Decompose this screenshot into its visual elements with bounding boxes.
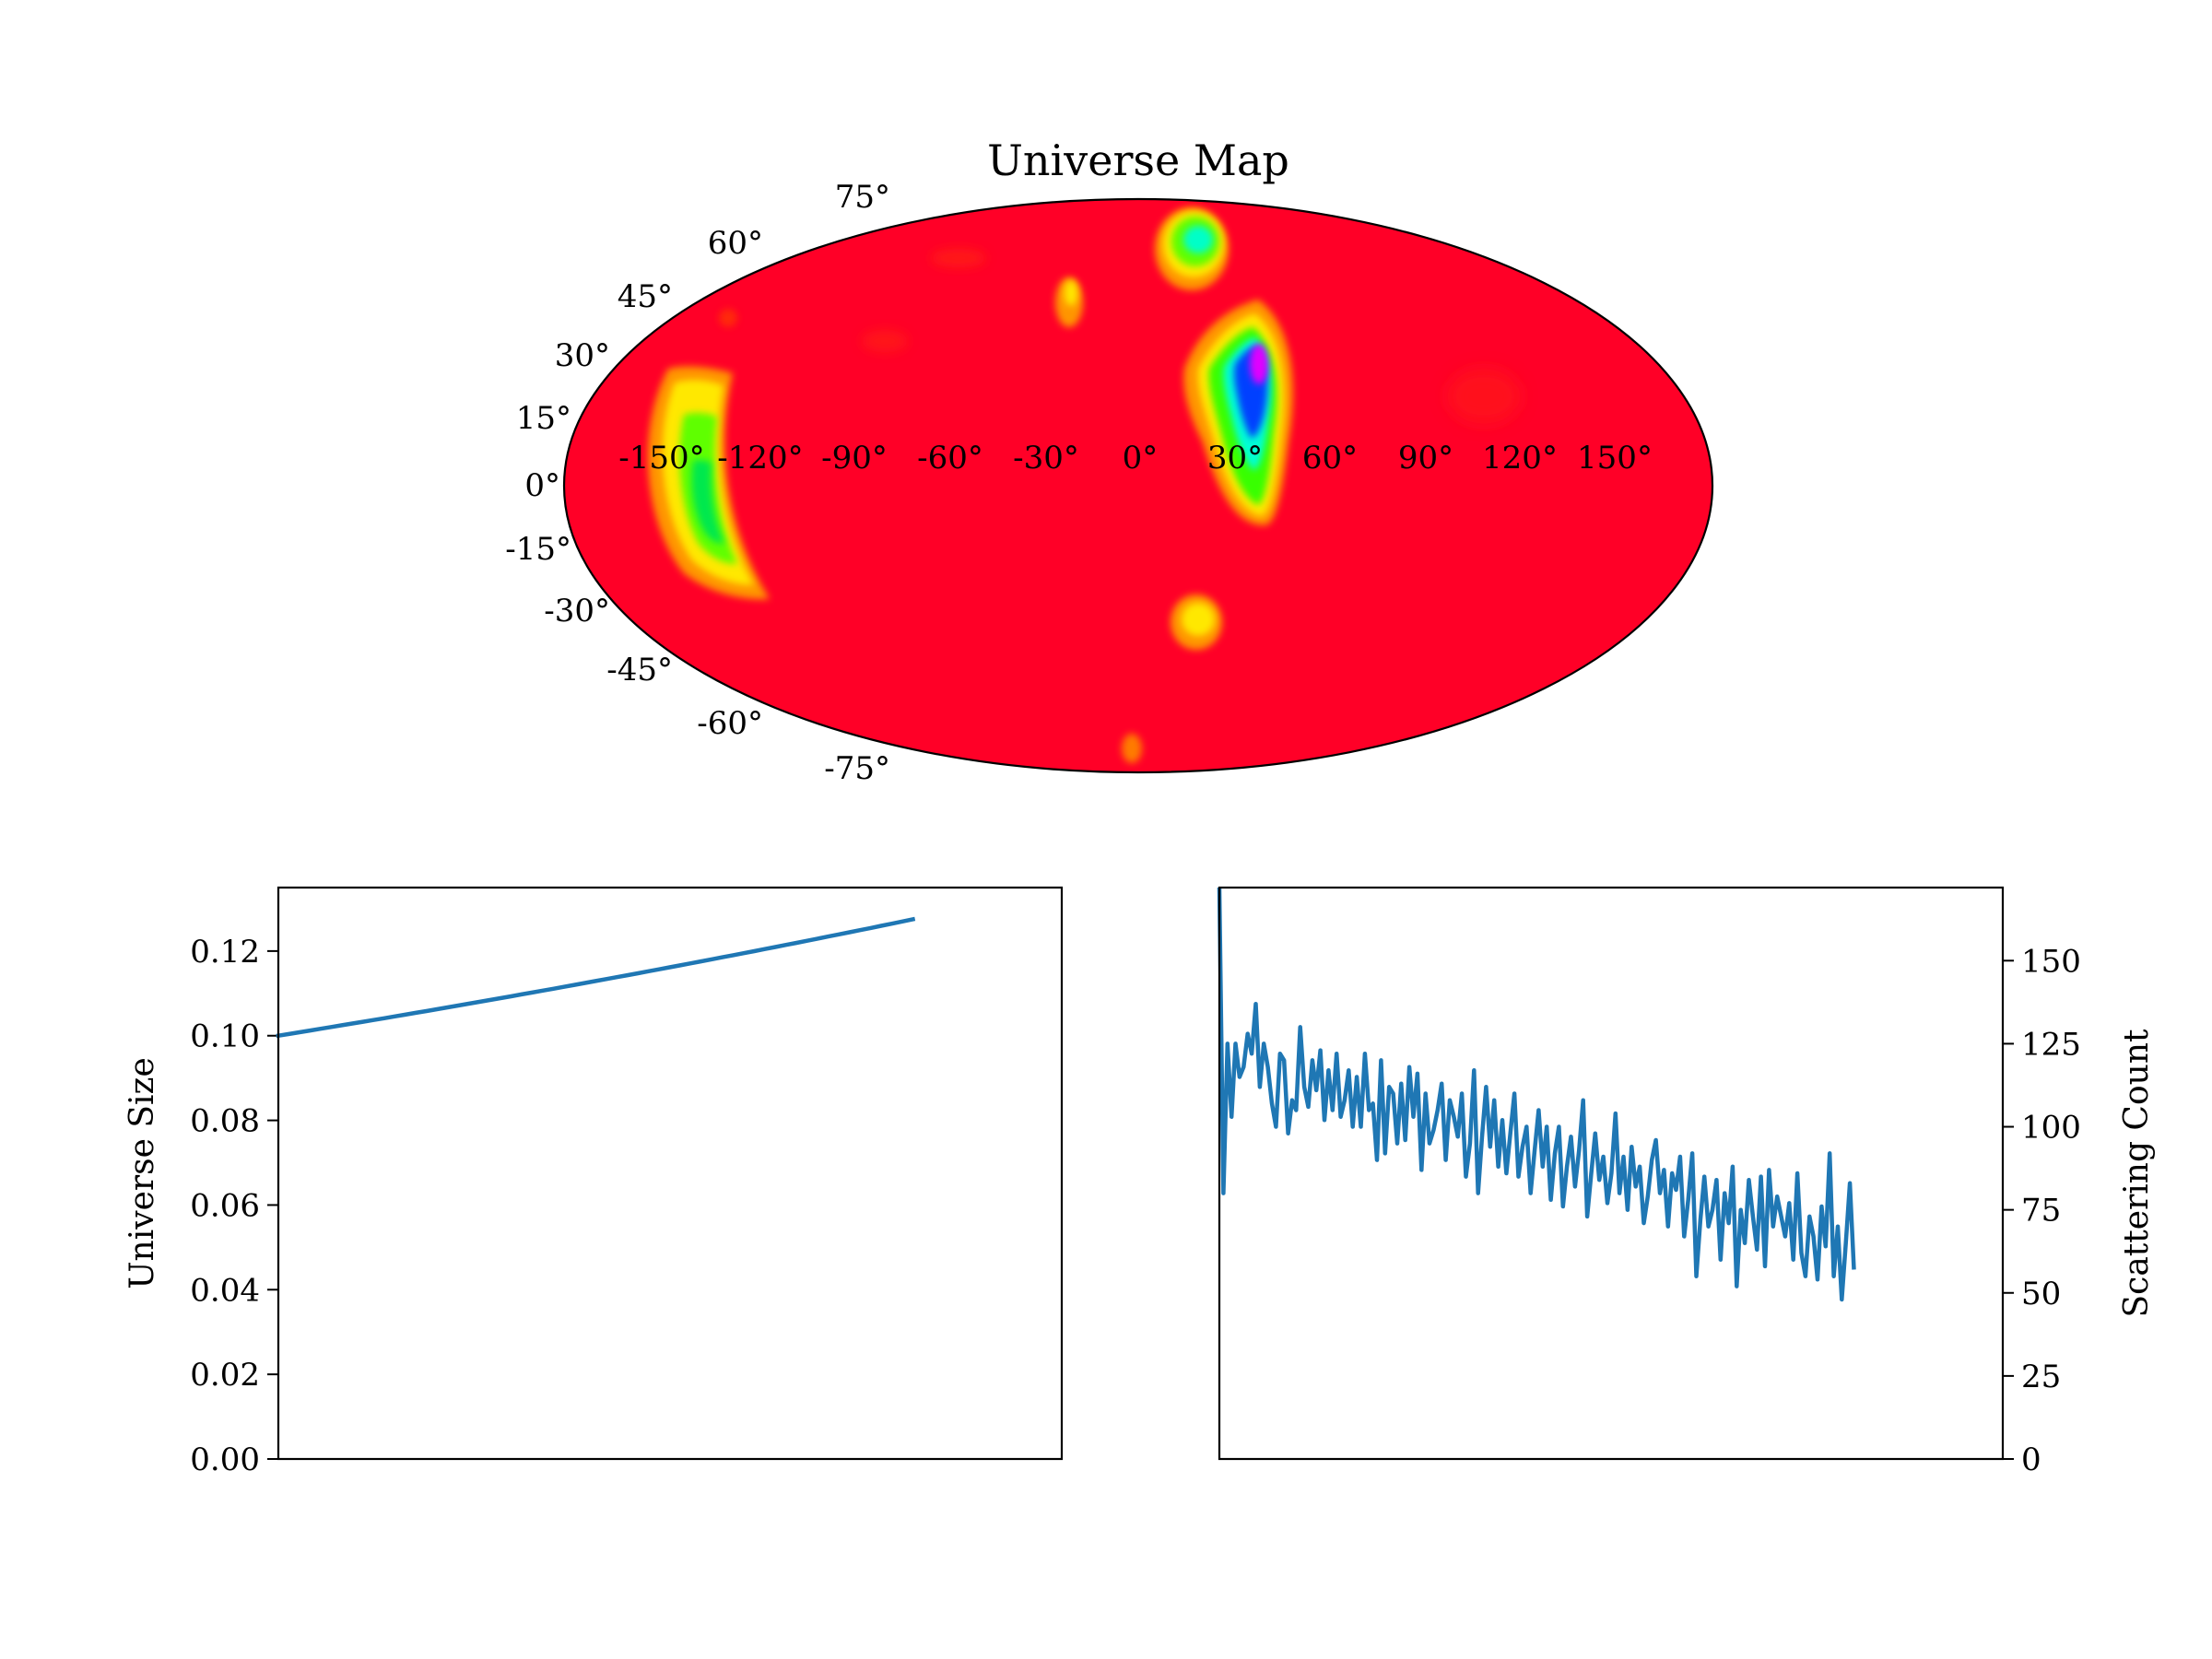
map-outline	[562, 197, 1714, 774]
latitude-label: 0°	[524, 467, 560, 504]
scatter-y-tick-label: 25	[2021, 1359, 2061, 1395]
scatter-y-axis-title: Scattering Count	[2118, 1029, 2156, 1318]
hotspot-small-nw	[1055, 277, 1083, 327]
latitude-label: -45°	[606, 652, 673, 688]
scatter-y-tick-label: 100	[2021, 1110, 2081, 1147]
size-y-tick-label: 0.10	[190, 1018, 260, 1055]
longitude-label: -120°	[717, 440, 803, 477]
scatter-y-ticks: 0 25 50 75 100 125 150	[2003, 943, 2081, 1478]
hotspot-west	[647, 366, 770, 600]
hotspot-west-layer	[691, 460, 724, 544]
universe-map: Universe Map	[505, 135, 1714, 787]
longitude-label: -90°	[821, 440, 888, 477]
scatter-y-tick-label: 75	[2021, 1193, 2061, 1230]
universe-size-line	[276, 916, 916, 1039]
scatter-y-tick-label: 50	[2021, 1276, 2061, 1312]
scattering-count-chart: 0 25 50 75 100 125 150 Scattering Count	[1217, 886, 2156, 1478]
scatter-axes-frame	[1218, 886, 2005, 1461]
longitude-label: 60°	[1302, 440, 1358, 477]
latitude-label: 60°	[708, 225, 763, 262]
longitude-label: 0°	[1123, 440, 1159, 477]
hotspot-south-layer	[1182, 603, 1215, 636]
scattering-count-line	[1217, 887, 1856, 1302]
latitude-label: 15°	[516, 400, 571, 437]
hotspot-south	[1171, 594, 1222, 650]
size-y-tick-label: 0.00	[190, 1441, 260, 1478]
longitude-label: 90°	[1398, 440, 1453, 477]
map-heatmap	[564, 199, 1712, 772]
size-y-tick-label: 0.08	[190, 1103, 260, 1140]
hotspot-east-peak	[1250, 344, 1268, 384]
scatter-y-tick-label: 125	[2021, 1026, 2081, 1063]
map-latitude-labels: 75° 60° 45° 30° 15° 0° -15° -30° -45° -6…	[505, 179, 890, 787]
hotspot-south-pole	[1122, 734, 1142, 763]
longitude-label: 30°	[1207, 440, 1263, 477]
hotspot-north-layer	[1183, 226, 1213, 253]
latitude-label: 75°	[835, 179, 890, 216]
latitude-label: -60°	[697, 705, 763, 742]
size-axes-frame	[276, 886, 1064, 1461]
longitude-label: -60°	[917, 440, 983, 477]
faint-patch	[719, 309, 737, 327]
longitude-label: -150°	[618, 440, 704, 477]
universe-size-chart: 0.00 0.02 0.04 0.06 0.08 0.10 0.12 Universe Si…	[124, 886, 1064, 1478]
faint-patch	[931, 249, 986, 267]
longitude-label: 120°	[1482, 440, 1558, 477]
size-y-axis-title: Universe Size	[124, 1057, 161, 1289]
map-title: Universe Map	[987, 135, 1289, 185]
size-y-tick-label: 0.12	[190, 934, 260, 971]
size-y-tick-label: 0.02	[190, 1357, 260, 1394]
latitude-label: 45°	[618, 278, 673, 315]
size-y-tick-label: 0.04	[190, 1272, 260, 1309]
scatter-y-tick-label: 150	[2021, 943, 2081, 980]
map-background	[564, 199, 1712, 772]
longitude-label: -30°	[1013, 440, 1079, 477]
faint-patch	[862, 330, 908, 352]
latitude-label: -30°	[544, 593, 610, 629]
faint-patch	[1447, 369, 1521, 424]
latitude-label: -75°	[824, 750, 890, 787]
map-longitude-labels: -150° -120° -90° -60° -30° 0° 30° 60° 90…	[618, 440, 1653, 477]
size-y-ticks: 0.00 0.02 0.04 0.06 0.08 0.10 0.12	[190, 934, 278, 1478]
latitude-label: -15°	[505, 531, 571, 568]
hotspot-east	[1183, 300, 1293, 525]
size-y-tick-label: 0.06	[190, 1187, 260, 1224]
hotspot-north	[1155, 207, 1229, 290]
longitude-label: 150°	[1577, 440, 1653, 477]
hotspot-small-nw-layer	[1065, 280, 1077, 306]
latitude-label: 30°	[555, 337, 610, 374]
scatter-y-tick-label: 0	[2021, 1441, 2041, 1478]
